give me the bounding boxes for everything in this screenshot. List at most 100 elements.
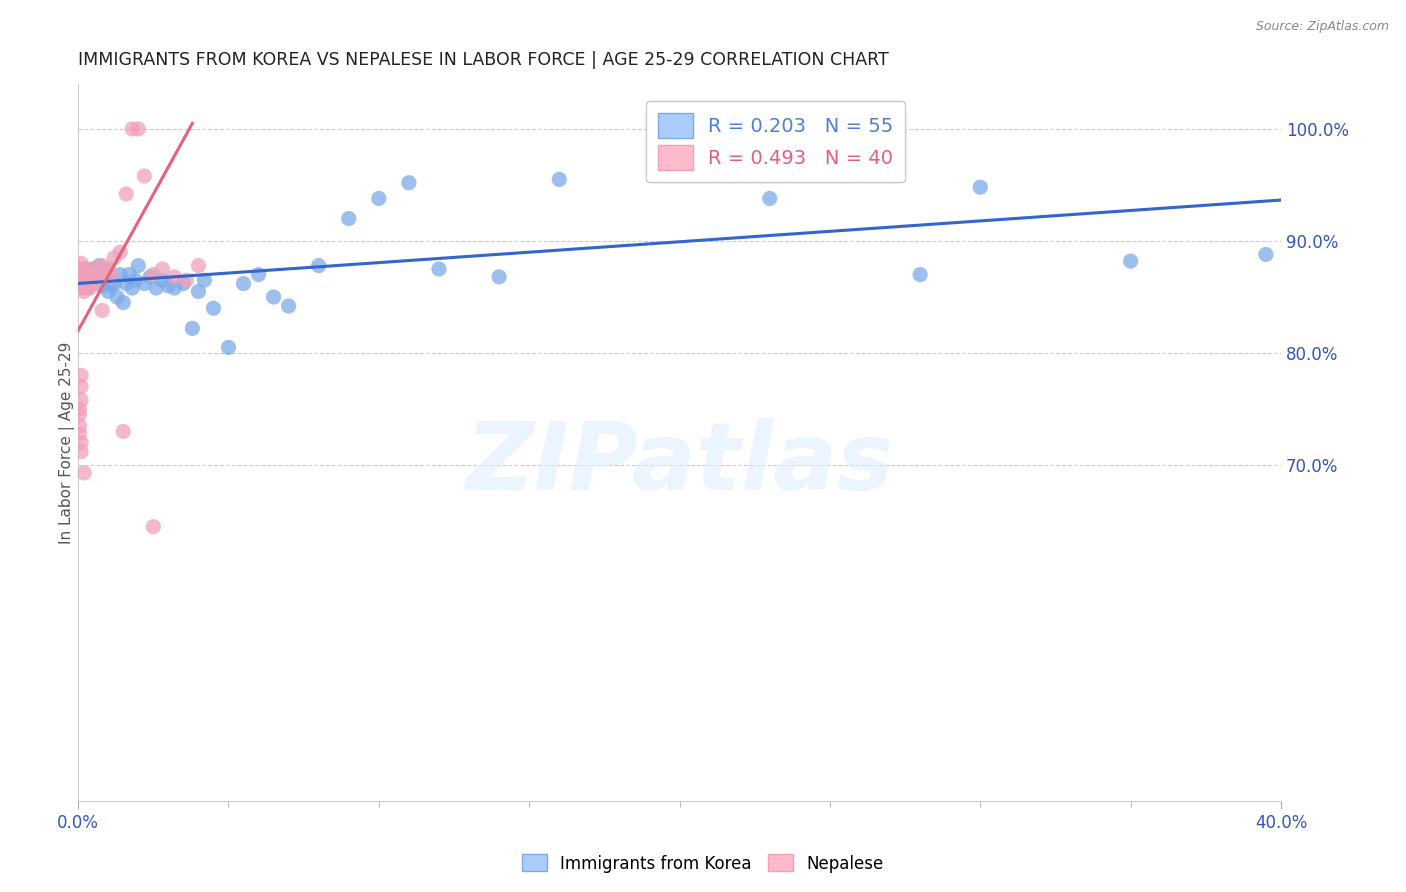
- Nepalese: [70, 281, 93, 295]
- Immigrants from Korea: [263, 290, 285, 304]
- Immigrants from Korea: [100, 278, 122, 293]
- Nepalese: [121, 122, 143, 136]
- Legend: Immigrants from Korea, Nepalese: Immigrants from Korea, Nepalese: [515, 847, 891, 880]
- Immigrants from Korea: [548, 172, 571, 186]
- Nepalese: [73, 277, 96, 291]
- Immigrants from Korea: [115, 277, 138, 291]
- Immigrants from Korea: [97, 285, 120, 299]
- Nepalese: [82, 262, 104, 277]
- Nepalese: [112, 425, 135, 439]
- Nepalese: [91, 259, 114, 273]
- Immigrants from Korea: [76, 273, 98, 287]
- Immigrants from Korea: [82, 262, 104, 277]
- Nepalese: [69, 426, 91, 441]
- Immigrants from Korea: [118, 268, 141, 282]
- Nepalese: [70, 273, 93, 287]
- Nepalese: [73, 285, 96, 299]
- Nepalese: [97, 262, 120, 277]
- Nepalese: [69, 269, 91, 284]
- Immigrants from Korea: [187, 285, 209, 299]
- Immigrants from Korea: [398, 176, 420, 190]
- Nepalese: [79, 268, 101, 282]
- Immigrants from Korea: [73, 269, 96, 284]
- Immigrants from Korea: [139, 269, 162, 284]
- Immigrants from Korea: [202, 301, 225, 316]
- Immigrants from Korea: [969, 180, 991, 194]
- Immigrants from Korea: [134, 277, 156, 291]
- Nepalese: [70, 268, 93, 282]
- Nepalese: [70, 277, 93, 291]
- Immigrants from Korea: [124, 273, 146, 287]
- Nepalese: [142, 268, 165, 282]
- Nepalese: [134, 169, 156, 183]
- Immigrants from Korea: [1254, 247, 1277, 261]
- Immigrants from Korea: [91, 278, 114, 293]
- Nepalese: [69, 402, 91, 417]
- Nepalese: [100, 269, 122, 284]
- Immigrants from Korea: [488, 269, 510, 284]
- Nepalese: [163, 269, 186, 284]
- Immigrants from Korea: [112, 295, 135, 310]
- Immigrants from Korea: [70, 268, 93, 282]
- Nepalese: [70, 379, 93, 393]
- Immigrants from Korea: [145, 281, 167, 295]
- Immigrants from Korea: [172, 277, 194, 291]
- Nepalese: [73, 466, 96, 480]
- Immigrants from Korea: [127, 259, 149, 273]
- Nepalese: [94, 268, 117, 282]
- Nepalese: [70, 444, 93, 458]
- Nepalese: [187, 259, 209, 273]
- Text: ZIPatlas: ZIPatlas: [465, 418, 894, 510]
- Nepalese: [79, 281, 101, 295]
- Text: IMMIGRANTS FROM KOREA VS NEPALESE IN LABOR FORCE | AGE 25-29 CORRELATION CHART: IMMIGRANTS FROM KOREA VS NEPALESE IN LAB…: [79, 51, 889, 69]
- Immigrants from Korea: [103, 277, 125, 291]
- Text: Source: ZipAtlas.com: Source: ZipAtlas.com: [1256, 20, 1389, 33]
- Immigrants from Korea: [308, 259, 330, 273]
- Immigrants from Korea: [668, 122, 690, 136]
- Immigrants from Korea: [84, 265, 107, 279]
- Nepalese: [127, 122, 149, 136]
- Immigrants from Korea: [82, 269, 104, 284]
- Nepalese: [142, 519, 165, 533]
- Nepalese: [84, 269, 107, 284]
- Immigrants from Korea: [157, 278, 180, 293]
- Nepalese: [69, 262, 91, 277]
- Nepalese: [76, 269, 98, 284]
- Immigrants from Korea: [427, 262, 450, 277]
- Immigrants from Korea: [73, 262, 96, 277]
- Nepalese: [89, 265, 111, 279]
- Nepalese: [76, 278, 98, 293]
- Immigrants from Korea: [94, 269, 117, 284]
- Nepalese: [115, 186, 138, 201]
- Immigrants from Korea: [217, 340, 239, 354]
- Nepalese: [70, 262, 93, 277]
- Nepalese: [69, 408, 91, 422]
- Immigrants from Korea: [908, 268, 931, 282]
- Immigrants from Korea: [105, 290, 128, 304]
- Nepalese: [69, 277, 91, 291]
- Immigrants from Korea: [1119, 254, 1142, 268]
- Nepalese: [70, 256, 93, 270]
- Immigrants from Korea: [163, 281, 186, 295]
- Nepalese: [76, 262, 98, 277]
- Nepalese: [70, 435, 93, 450]
- Immigrants from Korea: [97, 262, 120, 277]
- Immigrants from Korea: [79, 268, 101, 282]
- Immigrants from Korea: [247, 268, 270, 282]
- Immigrants from Korea: [76, 281, 98, 295]
- Immigrants from Korea: [150, 273, 173, 287]
- Nepalese: [70, 393, 93, 408]
- Nepalese: [110, 245, 132, 260]
- Immigrants from Korea: [89, 259, 111, 273]
- Nepalese: [91, 303, 114, 318]
- Immigrants from Korea: [79, 277, 101, 291]
- Immigrants from Korea: [337, 211, 360, 226]
- Nepalese: [103, 251, 125, 265]
- Nepalese: [82, 277, 104, 291]
- Nepalese: [70, 368, 93, 383]
- Immigrants from Korea: [181, 321, 204, 335]
- Immigrants from Korea: [758, 191, 780, 205]
- Immigrants from Korea: [110, 268, 132, 282]
- Immigrants from Korea: [121, 281, 143, 295]
- Nepalese: [73, 268, 96, 282]
